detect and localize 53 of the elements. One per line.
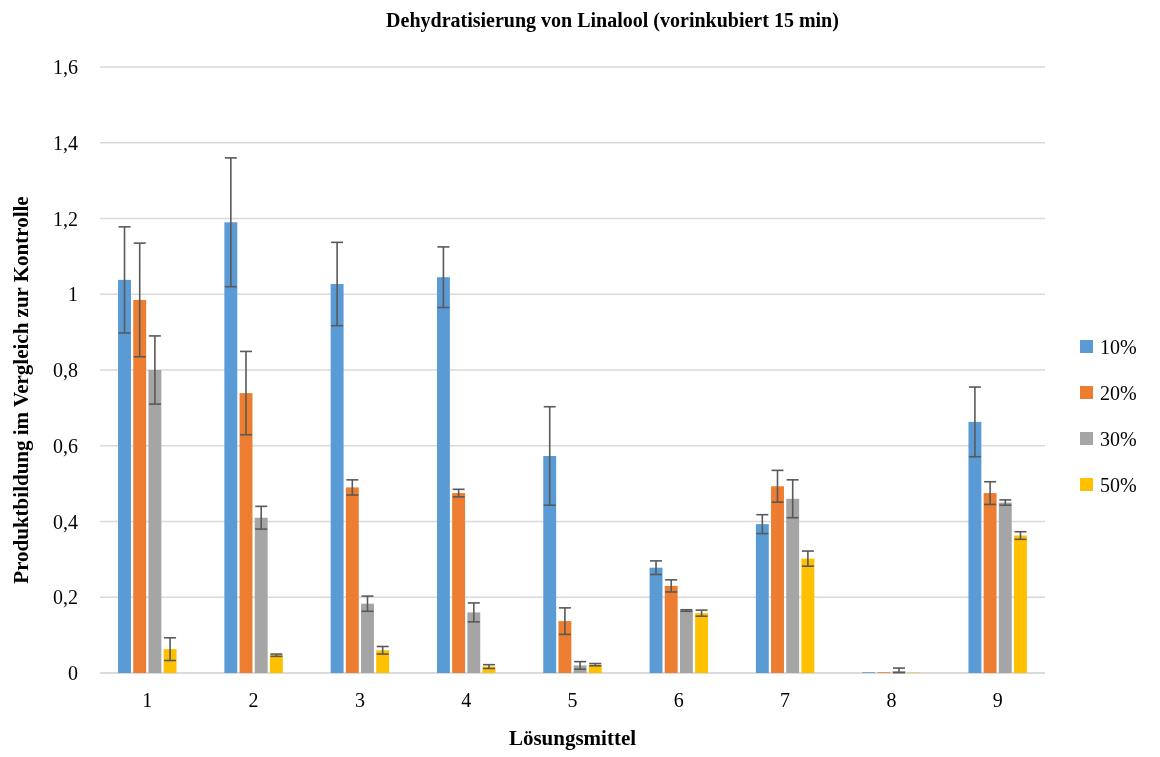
bar [376,650,390,673]
legend-label: 10% [1100,336,1137,358]
bar [345,487,359,673]
y-tick-label: 0 [68,662,78,684]
bar [664,585,678,673]
x-tick-label: 1 [142,689,153,711]
chart-title: Dehydratisierung von Linalool (vorinkubiert 15 min) [386,9,839,32]
legend-label: 20% [1100,382,1137,404]
y-axis-title: Produktbildung im Vergleich zur Kontrolle [9,196,33,584]
bar [968,421,982,673]
y-tick-label: 0,8 [53,359,78,381]
x-tick-label: 3 [354,689,365,711]
bar [771,486,784,673]
bar [1014,535,1027,673]
bar [679,610,693,673]
bar [254,517,268,673]
bar [801,558,815,673]
bar [543,455,557,673]
legend-label: 50% [1100,474,1137,496]
legend-label: 30% [1100,428,1137,450]
x-tick-label: 4 [461,689,472,711]
bar [133,299,147,673]
y-tick-label: 0,6 [53,434,78,457]
bar [224,222,238,673]
bar [239,393,253,673]
bar [361,603,374,673]
bar [436,277,450,673]
x-tick-label: 8 [886,689,897,711]
x-axis-title: Lösungsmittel [508,726,637,750]
y-tick-label: 0,2 [53,586,78,609]
y-tick-label: 0,4 [53,510,78,533]
x-tick-label: 2 [248,689,259,711]
bar [452,493,466,673]
y-tick-label: 1 [68,283,78,306]
x-tick-label: 6 [673,689,684,711]
bar [695,613,709,673]
bar [148,370,162,673]
y-tick-label: 1,4 [53,131,78,154]
bar [649,567,663,673]
bar [755,524,769,673]
bar [786,498,800,673]
y-tick-label: 1,2 [53,207,78,230]
bar [269,655,283,673]
bar [330,284,344,673]
bar [467,612,481,673]
bar [118,279,131,673]
x-tick-label: 5 [567,689,578,711]
x-tick-label: 7 [780,689,791,711]
bar [998,502,1012,673]
x-tick-label: 9 [992,689,1003,711]
bar [558,621,572,673]
bar [983,493,997,673]
y-tick-label: 1,6 [53,56,78,78]
